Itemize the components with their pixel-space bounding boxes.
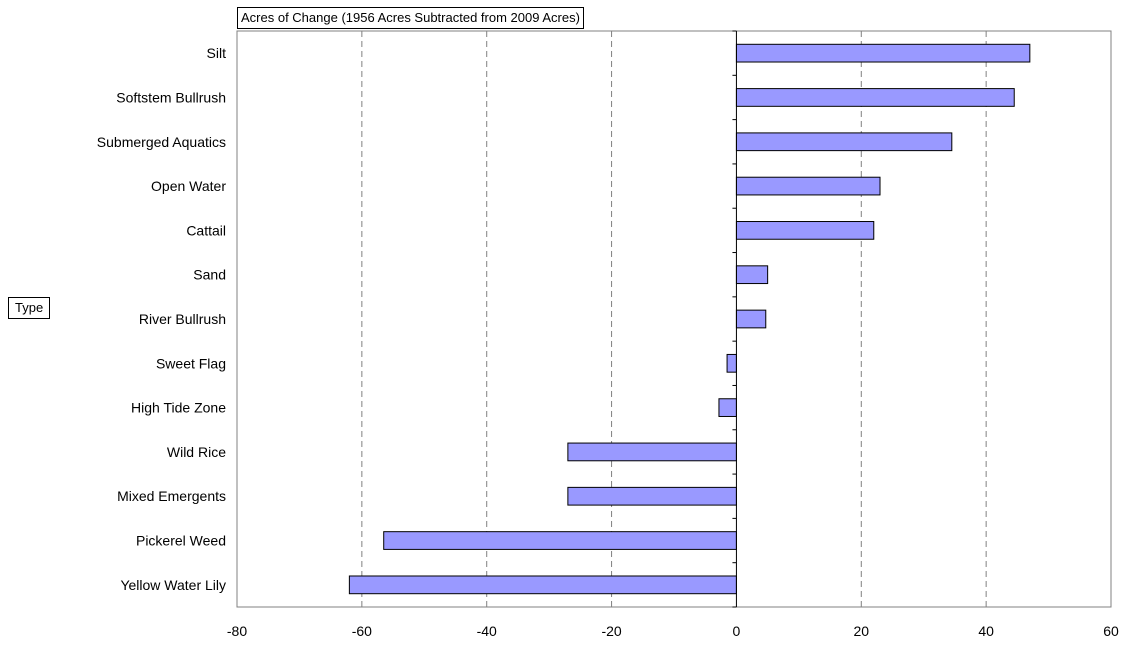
category-label: Mixed Emergents bbox=[117, 488, 226, 504]
bar bbox=[735, 43, 1031, 63]
bar bbox=[735, 176, 881, 196]
bar bbox=[567, 442, 737, 462]
zero-axis bbox=[732, 30, 737, 608]
x-tick-label: 60 bbox=[1103, 623, 1119, 639]
bar bbox=[735, 221, 875, 240]
category-label: Submerged Aquatics bbox=[97, 134, 226, 150]
category-label: River Bullrush bbox=[139, 311, 226, 327]
x-tick-label: -80 bbox=[227, 623, 247, 639]
category-label: Sweet Flag bbox=[156, 355, 226, 371]
bar bbox=[718, 398, 737, 417]
category-label: Softstem Bullrush bbox=[116, 89, 226, 105]
bar bbox=[735, 132, 953, 152]
category-label: Silt bbox=[207, 45, 227, 61]
x-tick-label: -60 bbox=[352, 623, 372, 639]
bar bbox=[383, 531, 737, 550]
grid-lines bbox=[361, 31, 987, 607]
plot-area bbox=[236, 30, 1112, 608]
category-label: High Tide Zone bbox=[131, 400, 226, 416]
x-tick-label: -40 bbox=[477, 623, 497, 639]
bar bbox=[735, 265, 769, 285]
x-tick-label: 40 bbox=[978, 623, 994, 639]
x-tick-label: 0 bbox=[733, 623, 741, 639]
bars bbox=[348, 43, 1031, 595]
x-tick-labels: -80 -60 -40 -20 0 20 40 60 bbox=[227, 623, 1119, 639]
bar bbox=[348, 575, 737, 595]
chart-title: Acres of Change (1956 Acres Subtracted f… bbox=[237, 7, 584, 29]
bar bbox=[735, 88, 1015, 107]
category-label: Yellow Water Lily bbox=[120, 577, 226, 593]
x-tick-label: -20 bbox=[601, 623, 621, 639]
category-labels: Silt Softstem Bullrush Submerged Aquatics O… bbox=[97, 45, 227, 593]
category-label: Open Water bbox=[151, 178, 226, 194]
category-label: Pickerel Weed bbox=[136, 533, 226, 549]
y-axis-label: Type bbox=[8, 297, 51, 319]
bar bbox=[735, 309, 767, 329]
bar bbox=[726, 353, 737, 373]
bar bbox=[567, 486, 737, 506]
category-label: Sand bbox=[193, 267, 226, 283]
category-label: Cattail bbox=[186, 222, 226, 238]
x-tick-label: 20 bbox=[853, 623, 869, 639]
category-label: Wild Rice bbox=[167, 444, 226, 460]
